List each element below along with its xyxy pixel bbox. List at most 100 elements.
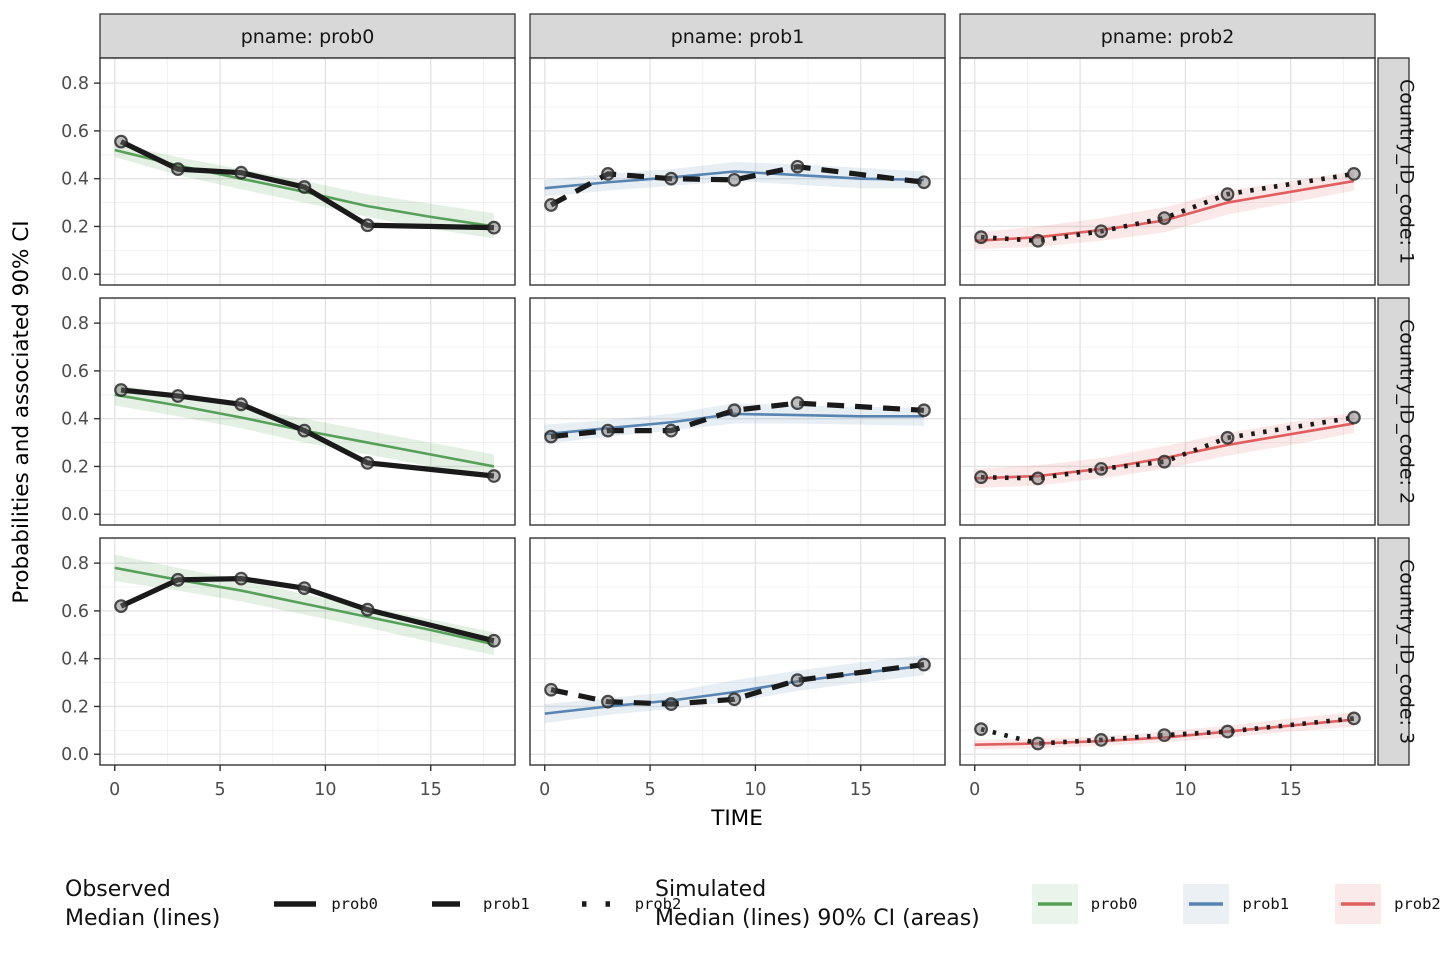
panel-background xyxy=(960,298,1375,525)
panel-border xyxy=(959,537,1376,766)
observed-point xyxy=(790,673,805,688)
sim-ci-ribbon xyxy=(974,412,1354,488)
panel-background xyxy=(530,538,945,765)
observed-point xyxy=(171,572,185,587)
observed-point xyxy=(727,403,742,418)
x-tick-label: 0 xyxy=(109,780,120,800)
observed-point xyxy=(1347,410,1361,425)
solid-line-key-icon xyxy=(274,901,317,907)
observed-point xyxy=(664,697,679,711)
x-tick-label: 10 xyxy=(314,780,336,800)
observed-point xyxy=(917,657,931,672)
panel-background xyxy=(100,58,515,285)
observed-point xyxy=(727,172,742,187)
observed-point xyxy=(1031,471,1045,486)
observed-point xyxy=(1031,736,1045,751)
facet-row-strip-label: Country_ID_code: 2 xyxy=(1396,319,1418,504)
observed-point xyxy=(664,171,679,186)
observed-point xyxy=(297,180,312,194)
facet-col-strip-label: pname: prob0 xyxy=(241,26,375,48)
facet-row-strip xyxy=(1377,57,1410,286)
legend-label-observed-prob0: prob0 xyxy=(331,895,379,913)
legend: Observed Median (lines) prob0 prob1 prob… xyxy=(0,852,1440,956)
y-tick-label: 0.4 xyxy=(61,650,89,670)
observed-point xyxy=(360,218,375,233)
panel-prob1-row2 xyxy=(529,297,946,526)
panel-border xyxy=(99,297,516,526)
observed-median-line xyxy=(550,400,925,440)
x-tick-label: 5 xyxy=(215,780,226,800)
dotted-line-key-icon xyxy=(581,901,622,907)
y-axis-title: Probabilities and associated 90% CI xyxy=(9,220,34,603)
x-axis-title: TIME xyxy=(710,806,763,831)
legend-title-simulated-line1: Simulated xyxy=(655,876,767,902)
observed-point xyxy=(790,159,805,174)
observed-point xyxy=(360,455,375,470)
panel-border xyxy=(99,57,516,286)
facet-col-strip xyxy=(529,13,946,59)
y-tick-label: 0.2 xyxy=(61,697,89,717)
panel-border xyxy=(529,57,946,286)
panel-border xyxy=(529,537,946,766)
x-tick-label: 5 xyxy=(1075,780,1086,800)
observed-point xyxy=(544,429,558,444)
observed-point xyxy=(1157,211,1172,225)
panel-background xyxy=(960,58,1375,285)
x-tick-label: 15 xyxy=(420,780,442,800)
dashed-line-key-icon xyxy=(432,901,471,907)
observed-point xyxy=(917,175,931,190)
observed-median-line xyxy=(120,387,495,479)
observed-point xyxy=(297,423,312,438)
observed-point xyxy=(1347,166,1361,181)
panels-layer: pname: prob0 pname: prob1 pname: prob2 Coun… xyxy=(61,13,1418,800)
observed-point xyxy=(544,198,558,212)
sim-median-line xyxy=(974,179,1355,243)
y-tick-label: 0.8 xyxy=(61,554,89,574)
ribbon-swatch-prob0-icon xyxy=(1031,884,1078,924)
observed-point xyxy=(1031,233,1045,248)
observed-point xyxy=(917,403,931,418)
panel-prob0-row2 xyxy=(99,297,516,526)
observed-point xyxy=(487,633,501,648)
y-tick-label: 0.8 xyxy=(61,74,89,94)
y-tick-label: 0.2 xyxy=(61,217,89,237)
observed-point xyxy=(1347,711,1361,726)
facet-row-strip-label: Country_ID_code: 3 xyxy=(1396,559,1418,744)
observed-point xyxy=(234,571,249,586)
panel-border xyxy=(99,537,516,766)
sim-ci-ribbon xyxy=(974,171,1354,250)
observed-point xyxy=(487,469,501,483)
y-tick-label: 0.6 xyxy=(61,362,89,382)
x-tick-label: 10 xyxy=(1174,780,1196,800)
observed-point xyxy=(114,134,128,149)
observed-point xyxy=(1220,724,1235,739)
y-tick-label: 0.0 xyxy=(61,745,89,765)
legend-label-observed-prob1: prob1 xyxy=(483,895,530,913)
observed-point xyxy=(1157,454,1172,469)
panel-prob1-row1 xyxy=(529,57,946,286)
y-tick-label: 0.4 xyxy=(61,410,89,430)
legend-title-simulated-line2: Median (lines) 90% CI (areas) xyxy=(655,906,980,931)
facet-col-strip xyxy=(99,13,516,59)
panel-border xyxy=(959,297,1376,526)
observed-point xyxy=(1094,461,1109,476)
observed-point xyxy=(664,423,679,438)
facet-row-strip xyxy=(1377,537,1410,766)
legend-label-simulated-prob1: prob1 xyxy=(1242,895,1290,913)
legend-items-observed: prob0 prob1 prob2 xyxy=(272,892,727,916)
facet-col-strip-label: pname: prob1 xyxy=(671,26,805,48)
x-tick-label: 5 xyxy=(645,780,656,800)
observed-point xyxy=(171,162,185,177)
legend-title-observed-line1: Observed xyxy=(65,876,171,902)
panel-background xyxy=(530,298,945,525)
observed-point xyxy=(974,230,988,245)
x-tick-label: 0 xyxy=(969,780,980,800)
sim-ci-ribbon xyxy=(544,403,924,444)
sim-median-line xyxy=(974,422,1355,480)
legend-label-observed-prob2: prob2 xyxy=(634,895,682,913)
observed-point xyxy=(1220,430,1235,445)
legend-title-observed-line2: Median (lines) xyxy=(65,906,221,931)
observed-point xyxy=(487,220,501,235)
x-tick-label: 15 xyxy=(850,780,872,800)
facet-grid-plot: pname: prob0 pname: prob1 pname: prob2 Coun… xyxy=(9,13,1418,831)
